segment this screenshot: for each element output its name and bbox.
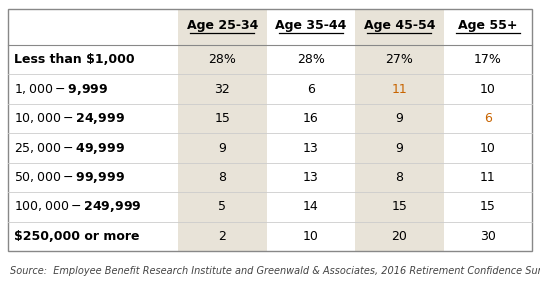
Text: Less than $1,000: Less than $1,000 xyxy=(14,53,134,66)
Text: 10: 10 xyxy=(480,141,496,154)
Text: 11: 11 xyxy=(392,83,407,96)
Text: Age 35-44: Age 35-44 xyxy=(275,18,347,31)
Bar xyxy=(178,9,267,251)
Text: $25,000 - $49,999: $25,000 - $49,999 xyxy=(14,140,125,156)
Text: 8: 8 xyxy=(218,171,226,184)
Bar xyxy=(355,9,443,251)
Text: Source:  Employee Benefit Research Institute and Greenwald & Associates, 2016 Re: Source: Employee Benefit Research Instit… xyxy=(10,266,540,276)
Text: 28%: 28% xyxy=(208,53,236,66)
Text: 8: 8 xyxy=(395,171,403,184)
Text: 30: 30 xyxy=(480,230,496,243)
Text: $100,000 - $249,999: $100,000 - $249,999 xyxy=(14,199,141,214)
Text: 11: 11 xyxy=(480,171,496,184)
Bar xyxy=(267,9,355,251)
Text: 13: 13 xyxy=(303,171,319,184)
Text: 15: 15 xyxy=(214,112,230,125)
Text: 9: 9 xyxy=(218,141,226,154)
Text: 15: 15 xyxy=(480,200,496,213)
Text: $1,000 - $9,999: $1,000 - $9,999 xyxy=(14,82,109,97)
Text: Age 55+: Age 55+ xyxy=(458,18,517,31)
Text: $10,000 - $24,999: $10,000 - $24,999 xyxy=(14,111,125,126)
Text: 17%: 17% xyxy=(474,53,502,66)
Text: 27%: 27% xyxy=(386,53,413,66)
Text: 28%: 28% xyxy=(297,53,325,66)
Text: 13: 13 xyxy=(303,141,319,154)
Text: 16: 16 xyxy=(303,112,319,125)
Text: 10: 10 xyxy=(480,83,496,96)
Text: 14: 14 xyxy=(303,200,319,213)
Text: 15: 15 xyxy=(392,200,407,213)
Text: Age 45-54: Age 45-54 xyxy=(363,18,435,31)
Text: 32: 32 xyxy=(214,83,230,96)
Text: 6: 6 xyxy=(307,83,315,96)
Text: Age 25-34: Age 25-34 xyxy=(186,18,258,31)
Text: 2: 2 xyxy=(218,230,226,243)
Text: $250,000 or more: $250,000 or more xyxy=(14,230,139,243)
Text: 9: 9 xyxy=(395,112,403,125)
Text: 10: 10 xyxy=(303,230,319,243)
Bar xyxy=(8,9,532,251)
Text: 9: 9 xyxy=(395,141,403,154)
Bar xyxy=(443,9,532,251)
Text: 5: 5 xyxy=(218,200,226,213)
Text: 20: 20 xyxy=(392,230,407,243)
Text: $50,000 - $99,999: $50,000 - $99,999 xyxy=(14,170,125,185)
Text: 6: 6 xyxy=(484,112,492,125)
